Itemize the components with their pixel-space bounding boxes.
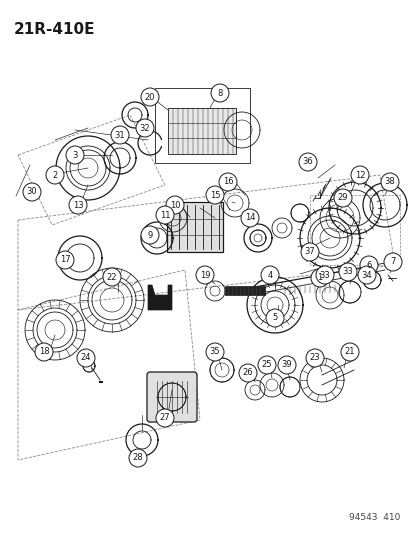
Bar (168, 108, 235, 154)
Text: 15: 15 (209, 190, 220, 199)
Circle shape (156, 206, 173, 224)
Circle shape (141, 226, 159, 244)
Circle shape (380, 173, 398, 191)
Text: 20: 20 (145, 93, 155, 101)
Circle shape (359, 256, 377, 274)
Text: 7: 7 (389, 257, 395, 266)
Text: 25: 25 (261, 360, 272, 369)
Circle shape (166, 196, 183, 214)
Text: 2: 2 (52, 171, 57, 180)
Circle shape (266, 309, 283, 327)
Text: 28: 28 (133, 454, 143, 463)
Text: 29: 29 (337, 193, 347, 203)
Text: 94543  410: 94543 410 (348, 513, 399, 522)
Text: 37: 37 (304, 247, 315, 256)
Circle shape (240, 209, 259, 227)
Bar (166, 202, 223, 252)
Circle shape (238, 364, 256, 382)
Circle shape (111, 126, 129, 144)
Text: 17: 17 (59, 255, 70, 264)
Circle shape (77, 349, 95, 367)
Text: 22: 22 (107, 272, 117, 281)
Text: 34: 34 (361, 271, 371, 279)
Circle shape (66, 146, 84, 164)
Circle shape (260, 266, 278, 284)
Text: 3: 3 (72, 150, 78, 159)
Text: 33: 33 (319, 271, 330, 279)
Text: 33: 33 (342, 268, 353, 277)
Circle shape (195, 266, 214, 284)
Text: 31: 31 (114, 131, 125, 140)
Circle shape (357, 266, 375, 284)
Circle shape (206, 186, 223, 204)
Text: 4: 4 (267, 271, 272, 279)
Text: 6: 6 (366, 261, 371, 270)
Text: 10: 10 (169, 200, 180, 209)
Circle shape (141, 88, 159, 106)
Text: 9: 9 (147, 230, 152, 239)
Text: 18: 18 (38, 348, 49, 357)
Circle shape (298, 153, 316, 171)
Text: 13: 13 (73, 200, 83, 209)
Text: 16: 16 (222, 177, 233, 187)
Circle shape (218, 173, 236, 191)
Text: 23: 23 (309, 353, 320, 362)
Circle shape (35, 343, 53, 361)
Text: 1: 1 (317, 273, 322, 282)
Circle shape (257, 356, 275, 374)
Circle shape (315, 266, 333, 284)
Circle shape (383, 253, 401, 271)
FancyBboxPatch shape (147, 372, 197, 422)
Circle shape (211, 84, 228, 102)
Polygon shape (147, 285, 171, 310)
Text: 39: 39 (281, 360, 292, 369)
Circle shape (305, 349, 323, 367)
Bar (154, 88, 249, 163)
Text: 14: 14 (244, 214, 255, 222)
Text: 36: 36 (302, 157, 313, 166)
Text: 30: 30 (26, 188, 37, 197)
Circle shape (129, 449, 147, 467)
Text: 26: 26 (242, 368, 253, 377)
Circle shape (156, 409, 173, 427)
Circle shape (103, 268, 121, 286)
Bar (224, 286, 264, 295)
Text: 8: 8 (217, 88, 222, 98)
Text: 24: 24 (81, 353, 91, 362)
Circle shape (333, 189, 351, 207)
Circle shape (277, 356, 295, 374)
Circle shape (23, 183, 41, 201)
Circle shape (46, 166, 64, 184)
Circle shape (69, 196, 87, 214)
Circle shape (340, 343, 358, 361)
Circle shape (338, 263, 356, 281)
Text: 38: 38 (384, 177, 394, 187)
Text: 21: 21 (344, 348, 354, 357)
Text: 5: 5 (272, 313, 277, 322)
Circle shape (310, 269, 328, 287)
Text: 32: 32 (139, 124, 150, 133)
Text: 11: 11 (159, 211, 170, 220)
Circle shape (350, 166, 368, 184)
Text: 27: 27 (159, 414, 170, 423)
Circle shape (206, 343, 223, 361)
Text: 21R-410E: 21R-410E (14, 22, 95, 37)
Circle shape (56, 251, 74, 269)
Text: 19: 19 (199, 271, 210, 279)
Text: 35: 35 (209, 348, 220, 357)
Circle shape (300, 243, 318, 261)
Circle shape (136, 119, 154, 137)
Text: 12: 12 (354, 171, 364, 180)
